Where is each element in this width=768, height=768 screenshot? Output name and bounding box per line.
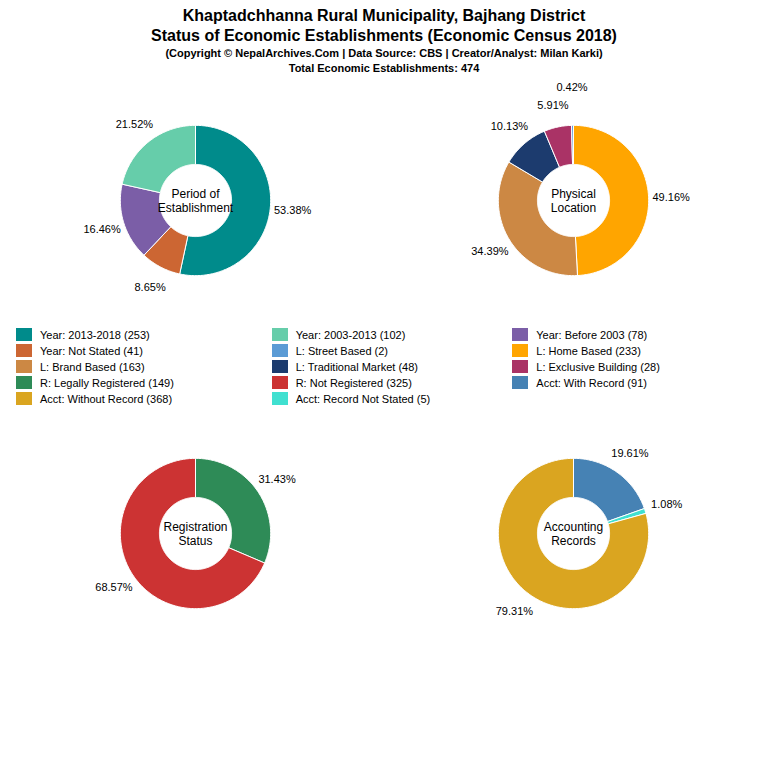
- svg-text:79.31%: 79.31%: [496, 605, 534, 617]
- html-text:Year: 2003-2013 (102): Year: 2003-2013 (102): [295, 328, 406, 341]
- html-text:Khaptadchhanna Rural Municipal: Khaptadchhanna Rural Municipality, Bajha…: [182, 7, 586, 24]
- svg-text:0.42%: 0.42%: [556, 81, 587, 93]
- svg-text:19.61%: 19.61%: [611, 447, 649, 459]
- html-text:Acct: Record Not Stated (5): Acct: Record Not Stated (5): [295, 392, 431, 405]
- html-text:Year: 2013-2018 (253): Year: 2013-2018 (253): [40, 328, 150, 341]
- svg-text:10.13%: 10.13%: [491, 120, 529, 132]
- svg-text:21.52%: 21.52%: [116, 118, 154, 130]
- html-text:Year: Not Stated (41): Year: Not Stated (41): [40, 344, 143, 357]
- html-text:Status of Economic Establishme: Status of Economic Establishments (Econo…: [151, 27, 617, 44]
- svg-text:34.39%: 34.39%: [471, 245, 509, 257]
- svg-text:8.65%: 8.65%: [134, 281, 165, 293]
- svg-text:RegistrationStatus: RegistrationStatus: [163, 520, 227, 548]
- html-text:R: Not Registered (325): R: Not Registered (325): [295, 376, 412, 389]
- html-text:L: Street Based (2): L: Street Based (2): [295, 344, 388, 357]
- html-text:Year: Before 2003 (78): Year: Before 2003 (78): [536, 328, 648, 341]
- html-text:(Copyright © NepalArchives.Com: (Copyright © NepalArchives.Com | Data So…: [165, 47, 603, 59]
- html-text:L: Home Based (233): L: Home Based (233): [536, 344, 641, 357]
- svg-text:16.46%: 16.46%: [83, 223, 121, 235]
- html-text:L: Brand Based (163): L: Brand Based (163): [40, 360, 145, 373]
- svg-text:31.43%: 31.43%: [258, 473, 296, 485]
- html-text:Total Economic Establishments:: Total Economic Establishments: 474: [288, 62, 480, 74]
- svg-text:Period ofEstablishment: Period ofEstablishment: [158, 187, 234, 215]
- html-text:Acct: With Record (91): Acct: With Record (91): [536, 376, 647, 389]
- html-text:L: Traditional Market (48): L: Traditional Market (48): [295, 360, 418, 373]
- html-text:Acct: Without Record (368): Acct: Without Record (368): [40, 392, 173, 405]
- svg-text:49.16%: 49.16%: [653, 191, 691, 203]
- html-text:L: Exclusive Building (28): L: Exclusive Building (28): [536, 360, 660, 373]
- svg-text:PhysicalLocation: PhysicalLocation: [551, 187, 596, 215]
- svg-text:5.91%: 5.91%: [537, 99, 568, 111]
- svg-text:AccountingRecords: AccountingRecords: [544, 520, 603, 548]
- svg-text:68.57%: 68.57%: [95, 581, 133, 593]
- svg-text:53.38%: 53.38%: [274, 204, 312, 216]
- svg-text:1.08%: 1.08%: [651, 498, 682, 510]
- html-text:R: Legally Registered (149): R: Legally Registered (149): [40, 376, 174, 389]
